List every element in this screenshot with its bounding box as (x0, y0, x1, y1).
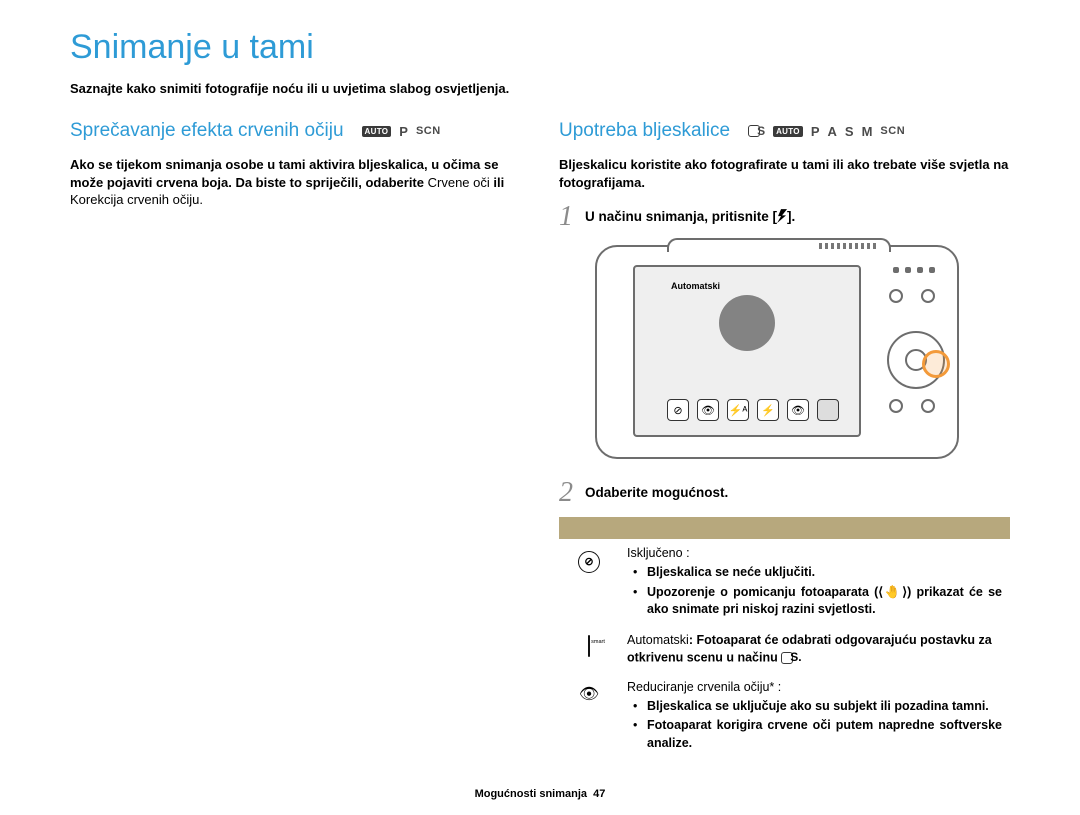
step-2: 2 Odaberite mogućnost. (559, 479, 1010, 507)
right-heading: Upotreba bljeskalice S AUTO P A S M SCN (559, 120, 1010, 142)
dpad-highlight-icon (922, 350, 950, 378)
right-heading-text: Upotreba bljeskalice (559, 120, 730, 142)
step-1-text-before: U načinu snimanja, pritisnite [ (585, 209, 777, 224)
flash-opt-icon: ⊘ (667, 399, 689, 421)
left-column: Sprečavanje efekta crvenih očiju AUTO P … (70, 120, 521, 760)
step-2-number: 2 (559, 479, 573, 507)
mode-p-icon: P (399, 124, 408, 139)
left-heading: Sprečavanje efekta crvenih očiju AUTO P … (70, 120, 521, 142)
red-eye-icon: 👁 (579, 686, 599, 703)
option-label: Isključeno (627, 546, 683, 560)
table-row: Automatski: Fotoaparat će odabrati odgov… (559, 626, 1010, 673)
table-row: 👁 Reduciranje crvenila očiju* : Bljeskal… (559, 673, 1010, 760)
option-bullet: Fotoaparat korigira crvene oči putem nap… (639, 717, 1002, 752)
flash-opt-icon: ⚡ᴬ (727, 399, 749, 421)
left-para-plain1: Crvene oči (428, 175, 494, 190)
camera-illustration: Automatski ⊘ 👁 ⚡ᴬ ⚡ 👁 (595, 245, 1010, 459)
left-heading-text: Sprečavanje efekta crvenih očiju (70, 120, 344, 142)
silhouette-icon (719, 295, 775, 351)
right-column: Upotreba bljeskalice S AUTO P A S M SCN … (559, 120, 1010, 760)
mode-m-icon: M (862, 124, 873, 139)
camera-screen-label: Automatski (671, 281, 720, 291)
mode-auto-icon: AUTO (362, 126, 392, 137)
step-1-number: 1 (559, 203, 573, 231)
options-table: ⊘ Isključeno : Bljeskalica se neće uklju… (559, 517, 1010, 760)
mode-cs-inline-icon: S. (781, 649, 801, 666)
flash-opt-icon: 👁 (697, 399, 719, 421)
left-para-bold2: ili (493, 175, 504, 190)
mode-cs-icon: S (748, 124, 765, 138)
mode-scn-icon: SCN (416, 125, 441, 137)
left-paragraph: Ako se tijekom snimanja osobe u tami akt… (70, 156, 521, 209)
mode-auto-icon: AUTO (773, 126, 803, 137)
intro-text: Saznajte kako snimiti fotografije noću i… (70, 81, 1010, 96)
left-para-plain2: Korekcija crvenih očiju. (70, 192, 203, 207)
flash-off-icon: ⊘ (578, 551, 600, 573)
flash-icon (777, 209, 787, 223)
step-2-text: Odaberite mogućnost. (585, 479, 728, 500)
flash-opt-icon (817, 399, 839, 421)
left-mode-icons: AUTO P SCN (362, 124, 441, 139)
flash-opt-icon: ⚡ (757, 399, 779, 421)
table-header-row (559, 517, 1010, 539)
mode-a-icon: A (828, 124, 837, 139)
option-bullet: Bljeskalica se uključuje ako su subjekt … (639, 698, 1002, 715)
option-label: Reduciranje crvenila očiju* (627, 680, 774, 694)
step-1-text-after: ]. (787, 209, 795, 224)
mode-s-icon: S (845, 124, 854, 139)
flash-smart-icon (588, 635, 590, 657)
option-label: Automatski (627, 633, 689, 647)
mode-scn-icon: SCN (880, 125, 905, 137)
flash-options-row: ⊘ 👁 ⚡ᴬ ⚡ 👁 (667, 399, 839, 421)
option-bullet: Upozorenje o pomicanju fotoaparata (⟨🤚⟩)… (639, 584, 1002, 619)
page-title: Snimanje u tami (70, 28, 1010, 67)
table-row: ⊘ Isključeno : Bljeskalica se neće uklju… (559, 539, 1010, 626)
right-mode-icons: S AUTO P A S M SCN (748, 124, 905, 139)
step-1: 1 U načinu snimanja, pritisnite []. (559, 203, 1010, 231)
footer-page: 47 (593, 788, 605, 800)
option-bullet: Bljeskalica se neće uključiti. (639, 564, 1002, 581)
step-1-text: U načinu snimanja, pritisnite []. (585, 203, 795, 224)
right-paragraph: Bljeskalicu koristite ako fotografirate … (559, 156, 1010, 191)
dpad-icon (887, 331, 945, 389)
flash-opt-icon: 👁 (787, 399, 809, 421)
page-footer: Mogućnosti snimanja 47 (70, 788, 1010, 800)
footer-label: Mogućnosti snimanja (475, 788, 587, 800)
mode-p-icon: P (811, 124, 820, 139)
